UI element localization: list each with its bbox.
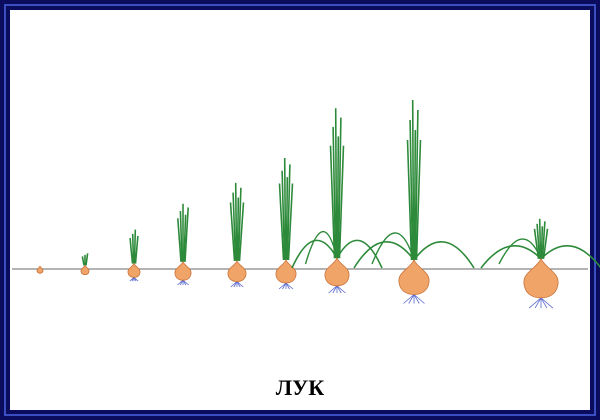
leaf (179, 211, 183, 262)
leaf (133, 229, 137, 264)
leaf (336, 239, 383, 269)
root (528, 297, 542, 309)
onion-stage-1 (36, 265, 44, 274)
leaf (480, 245, 542, 269)
leaf (285, 177, 289, 261)
bulb (174, 260, 192, 281)
leaf (286, 164, 291, 261)
root (336, 285, 346, 294)
leaf (498, 238, 542, 265)
leaf (413, 241, 475, 269)
onion-stage-6 (275, 157, 297, 290)
root (133, 277, 139, 282)
leaf (229, 202, 236, 261)
leaf (129, 238, 134, 264)
root (278, 282, 287, 290)
root (230, 281, 238, 288)
leaf (184, 207, 189, 262)
leaf (134, 235, 139, 264)
leaf (85, 253, 89, 266)
root (285, 282, 294, 290)
leaf (131, 233, 135, 264)
leaf (287, 183, 294, 261)
root (179, 279, 184, 286)
leaf (337, 117, 342, 259)
leaf (232, 192, 237, 261)
bulb (80, 264, 90, 276)
leaf (336, 136, 340, 259)
bulb (36, 265, 44, 274)
leaf (411, 99, 415, 261)
root (540, 297, 548, 309)
bulb (275, 259, 297, 284)
onion-stage-2 (80, 253, 90, 276)
onion-stage-5 (227, 182, 247, 288)
leaf (538, 218, 542, 259)
leaf (237, 187, 242, 261)
leaf (353, 241, 415, 269)
leaf (291, 239, 338, 269)
leaf (540, 226, 544, 259)
root (233, 281, 238, 288)
leaf (81, 256, 85, 266)
leaf (338, 145, 345, 259)
leaf (238, 202, 245, 261)
bulb (127, 262, 141, 278)
root (403, 294, 415, 304)
root (336, 285, 342, 294)
title: ЛУК (275, 375, 325, 400)
leaf (329, 145, 336, 259)
leaf (278, 183, 285, 261)
root (413, 294, 425, 304)
root (408, 294, 415, 304)
root (236, 281, 244, 288)
leaf (334, 108, 338, 259)
leaf (177, 218, 182, 262)
leaf (415, 139, 422, 261)
leaf (414, 109, 419, 261)
leaf (332, 126, 337, 259)
leaf (234, 182, 238, 261)
bulb (398, 259, 430, 295)
root (413, 294, 420, 304)
root (328, 285, 338, 294)
root (534, 297, 542, 309)
bulb (227, 260, 247, 283)
leaf (413, 129, 417, 261)
leaf (541, 221, 546, 259)
bulb (324, 257, 350, 287)
onion-stage-9 (480, 218, 600, 309)
onion-stage-4 (174, 203, 192, 286)
leaf (183, 214, 187, 262)
root (540, 297, 554, 309)
leaf (283, 157, 287, 261)
leaf (281, 170, 286, 261)
leaf (236, 197, 240, 261)
leaf (304, 230, 338, 265)
leaf (409, 119, 414, 261)
leaf (540, 245, 600, 269)
leaf (371, 232, 415, 265)
onion-stage-3 (127, 229, 141, 282)
root (182, 279, 189, 286)
root (282, 282, 287, 290)
bulb (523, 257, 559, 299)
onion-stage-7 (291, 108, 383, 294)
illustration-area (10, 10, 590, 410)
leaf (406, 139, 413, 261)
root (332, 285, 338, 294)
onion-stage-8 (353, 99, 475, 304)
root (177, 279, 184, 286)
